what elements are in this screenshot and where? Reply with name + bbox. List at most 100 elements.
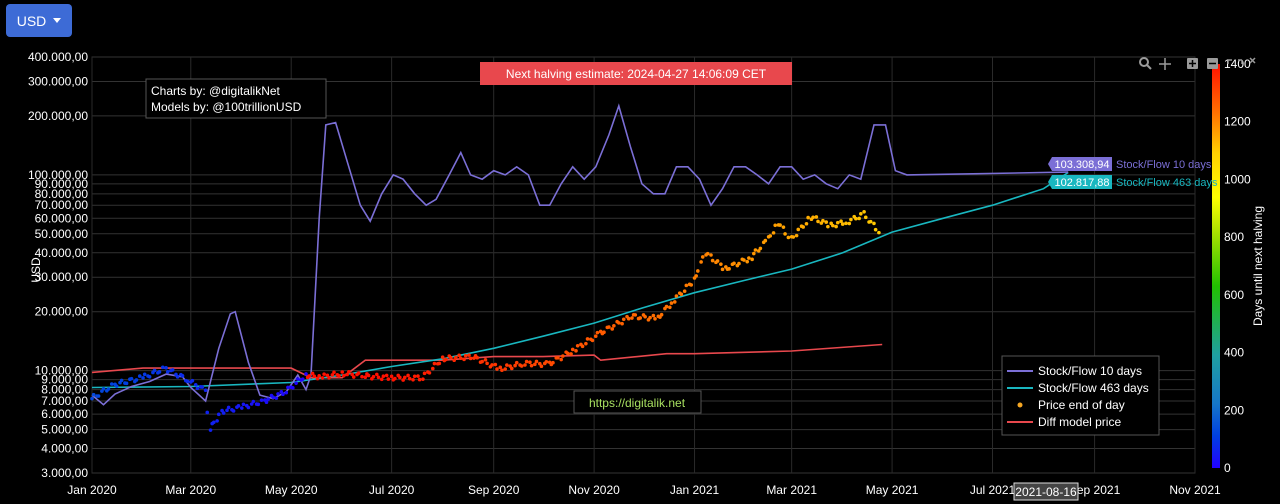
y-tick-label: 70.000,00: [35, 198, 89, 212]
price-point: [821, 218, 825, 223]
price-point: [216, 412, 221, 417]
price-point: [863, 215, 868, 220]
price-point: [193, 382, 198, 387]
colorbar-tick-label: 1200: [1224, 115, 1251, 129]
price-point: [356, 371, 361, 375]
price-point: [630, 316, 634, 320]
y-tick-label: 8.000,00: [41, 383, 88, 397]
pan-icon[interactable]: [1159, 58, 1171, 70]
y-tick-label: 400.000,00: [28, 50, 88, 64]
price-point: [500, 368, 504, 373]
price-point: [401, 378, 405, 382]
price-point: [310, 371, 315, 376]
price-point: [422, 371, 427, 376]
price-point: [345, 372, 349, 377]
legend-label: Diff model price: [1038, 415, 1121, 429]
price-point: [831, 223, 835, 228]
crosshair-date: 2021-08-16: [1015, 485, 1077, 499]
price-point: [251, 399, 256, 404]
price-point: [569, 352, 573, 356]
price-point: [185, 379, 190, 384]
zoom-icon[interactable]: [1139, 57, 1152, 70]
price-point: [745, 259, 750, 264]
price-point: [659, 312, 664, 317]
price-point: [152, 368, 157, 373]
price-point: [664, 304, 669, 309]
price-point: [684, 283, 689, 288]
legend-label: Stock/Flow 463 days: [1038, 381, 1149, 395]
price-point: [360, 374, 364, 379]
end-label-value: 103.308,94: [1054, 159, 1109, 171]
price-point: [794, 233, 799, 238]
reset-icon[interactable]: [1249, 57, 1256, 64]
price-point: [467, 353, 471, 357]
price-point: [595, 330, 600, 335]
price-point: [643, 314, 647, 319]
y-tick-label: 200.000,00: [28, 109, 88, 123]
price-point: [225, 408, 229, 413]
price-point: [291, 386, 295, 390]
price-point: [96, 394, 101, 398]
colorbar: [1212, 64, 1220, 468]
price-point: [672, 300, 677, 304]
x-tick-label: Sep 2021: [1069, 483, 1121, 497]
price-point: [432, 361, 437, 366]
price-point: [304, 372, 308, 376]
price-point: [240, 406, 244, 410]
price-point: [524, 359, 529, 364]
currency-dropdown-button[interactable]: USD: [6, 4, 72, 37]
autoscale-icon[interactable]: [1227, 59, 1243, 64]
x-gridlines: [91, 57, 1196, 473]
price-point: [440, 355, 445, 360]
price-point: [106, 387, 111, 391]
price-point: [332, 370, 336, 375]
zoom-out-icon[interactable]: [1207, 58, 1218, 69]
price-point: [505, 363, 509, 367]
price-point: [544, 359, 549, 364]
price-point: [747, 256, 751, 260]
price-point: [493, 362, 498, 367]
price-point: [847, 221, 852, 226]
price-point: [490, 363, 494, 367]
price-point: [653, 317, 657, 321]
price-point: [826, 224, 830, 229]
price-point: [638, 316, 643, 320]
legend-label: Stock/Flow 10 days: [1038, 364, 1142, 378]
price-point: [699, 260, 703, 264]
price-point: [533, 362, 537, 367]
crosshair-date-box: [1013, 482, 1079, 501]
price-point: [668, 305, 672, 310]
price-point: [834, 224, 838, 229]
price-point: [575, 343, 580, 348]
price-point: [221, 411, 226, 415]
price-point: [607, 325, 611, 329]
price-point: [330, 373, 335, 377]
price-point: [694, 274, 698, 278]
price-point: [791, 235, 796, 239]
halving-banner-text: Next halving estimate: 2024-04-27 14:06:…: [506, 67, 767, 81]
y-tick-label: 50.000,00: [35, 227, 89, 241]
colorbar-tick-label: 0: [1224, 461, 1231, 475]
price-point: [375, 372, 379, 377]
price-point: [806, 215, 810, 220]
price-point: [437, 361, 442, 366]
price-point: [771, 231, 776, 235]
price-point: [509, 366, 514, 371]
price-point: [763, 238, 768, 243]
end-label-box: [1048, 157, 1112, 171]
price-point: [322, 372, 326, 376]
price-point: [719, 262, 723, 266]
price-point: [165, 370, 170, 374]
price-point: [256, 402, 261, 407]
price-point: [727, 267, 731, 271]
halving-banner: [480, 62, 792, 85]
price-point: [519, 364, 524, 368]
price-point: [537, 361, 542, 366]
x-axis-ticks: Jan 2020 Mar 2020 May 2020 Jul 2020 Sep 2020…: [67, 483, 1221, 497]
x-tick-label: Nov 2021: [1169, 483, 1221, 497]
price-point: [626, 316, 631, 321]
price-point: [696, 269, 700, 273]
price-point: [862, 210, 866, 214]
zoom-in-icon[interactable]: [1187, 58, 1198, 69]
